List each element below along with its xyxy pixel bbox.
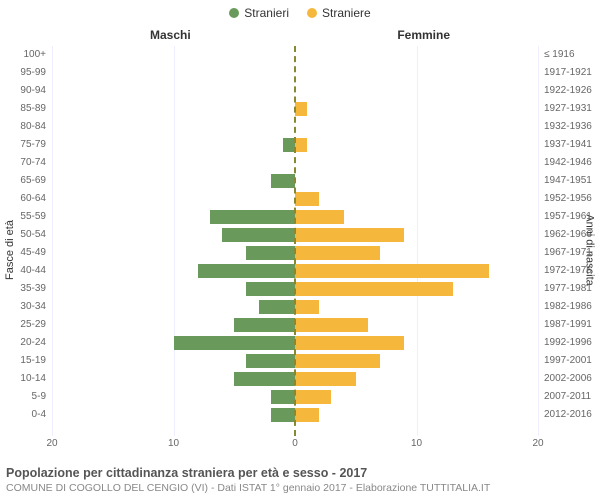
legend-swatch-male [229,8,239,18]
age-label: 75-79 [20,136,46,154]
footer-subtitle: COMUNE DI COGOLLO DEL CENGIO (VI) - Dati… [6,482,594,494]
year-label: 1957-1961 [544,208,592,226]
age-label: 95-99 [20,64,46,82]
bar-female [295,192,319,206]
bar-male [246,354,295,368]
x-tick-label: 10 [411,438,422,449]
age-label: 20-24 [20,334,46,352]
bar-female [295,210,344,224]
year-label: 1942-1946 [544,154,592,172]
year-label: 1932-1936 [544,118,592,136]
x-tick-label: 20 [532,438,543,449]
age-label: 0-4 [32,406,46,424]
bar-female [295,228,404,242]
year-label: 1947-1951 [544,172,592,190]
year-label: ≤ 1916 [544,46,575,64]
bar-male [210,210,295,224]
year-label: 2002-2006 [544,370,592,388]
bar-male [234,372,295,386]
bar-female [295,408,319,422]
year-label: 2007-2011 [544,388,591,406]
year-label: 1922-1926 [544,82,592,100]
bar-female [295,138,307,152]
year-label: 1962-1966 [544,226,592,244]
bar-female [295,372,356,386]
age-label: 15-19 [20,352,46,370]
x-axis: 201001020 [52,438,538,454]
bar-female [295,264,489,278]
legend: Stranieri Straniere [0,0,600,20]
bar-male [174,336,296,350]
bar-male [198,264,295,278]
bar-female [295,390,331,404]
footer-title: Popolazione per cittadinanza straniera p… [6,466,594,480]
chart-footer: Popolazione per cittadinanza straniera p… [6,466,594,494]
age-label: 5-9 [32,388,46,406]
year-label: 1917-1921 [544,64,592,82]
age-label: 50-54 [20,226,46,244]
bar-male [246,282,295,296]
legend-label-female: Straniere [322,6,371,20]
year-label: 2012-2016 [544,406,592,424]
x-tick-label: 0 [292,438,298,449]
year-label: 1992-1996 [544,334,592,352]
bar-female [295,300,319,314]
year-label: 1982-1986 [544,298,592,316]
bar-male [259,300,295,314]
population-pyramid-chart: Stranieri Straniere Maschi Femmine Fasce… [0,0,600,500]
bar-female [295,336,404,350]
year-label: 1927-1931 [544,100,592,118]
age-label: 90-94 [20,82,46,100]
age-label: 25-29 [20,316,46,334]
year-label: 1997-2001 [544,352,592,370]
header-female: Femmine [397,28,450,42]
age-label: 65-69 [20,172,46,190]
age-label: 30-34 [20,298,46,316]
age-label: 85-89 [20,100,46,118]
age-label: 35-39 [20,280,46,298]
header-male: Maschi [150,28,191,42]
bar-male [234,318,295,332]
plot-area: 201001020 100+≤ 191695-991917-192190-941… [52,46,538,436]
age-label: 60-64 [20,190,46,208]
bar-female [295,354,380,368]
age-label: 55-59 [20,208,46,226]
age-label: 70-74 [20,154,46,172]
legend-item-female: Straniere [307,6,371,20]
bar-male [222,228,295,242]
age-label: 10-14 [20,370,46,388]
bar-female [295,282,453,296]
age-label: 100+ [23,46,46,64]
legend-item-male: Stranieri [229,6,289,20]
year-label: 1967-1971 [544,244,592,262]
y-axis-left-title: Fasce di età [4,220,16,280]
bar-male [246,246,295,260]
age-label: 45-49 [20,244,46,262]
center-axis-line [294,46,296,436]
year-label: 1977-1981 [544,280,592,298]
age-label: 40-44 [20,262,46,280]
legend-label-male: Stranieri [244,6,289,20]
bar-male [271,408,295,422]
x-tick-label: 10 [168,438,179,449]
year-label: 1937-1941 [544,136,592,154]
gridline [538,46,539,436]
bar-female [295,102,307,116]
x-tick-label: 20 [46,438,57,449]
legend-swatch-female [307,8,317,18]
bar-female [295,318,368,332]
year-label: 1987-1991 [544,316,592,334]
bar-female [295,246,380,260]
year-label: 1972-1976 [544,262,592,280]
bar-male [271,174,295,188]
age-label: 80-84 [20,118,46,136]
year-label: 1952-1956 [544,190,592,208]
bar-male [271,390,295,404]
